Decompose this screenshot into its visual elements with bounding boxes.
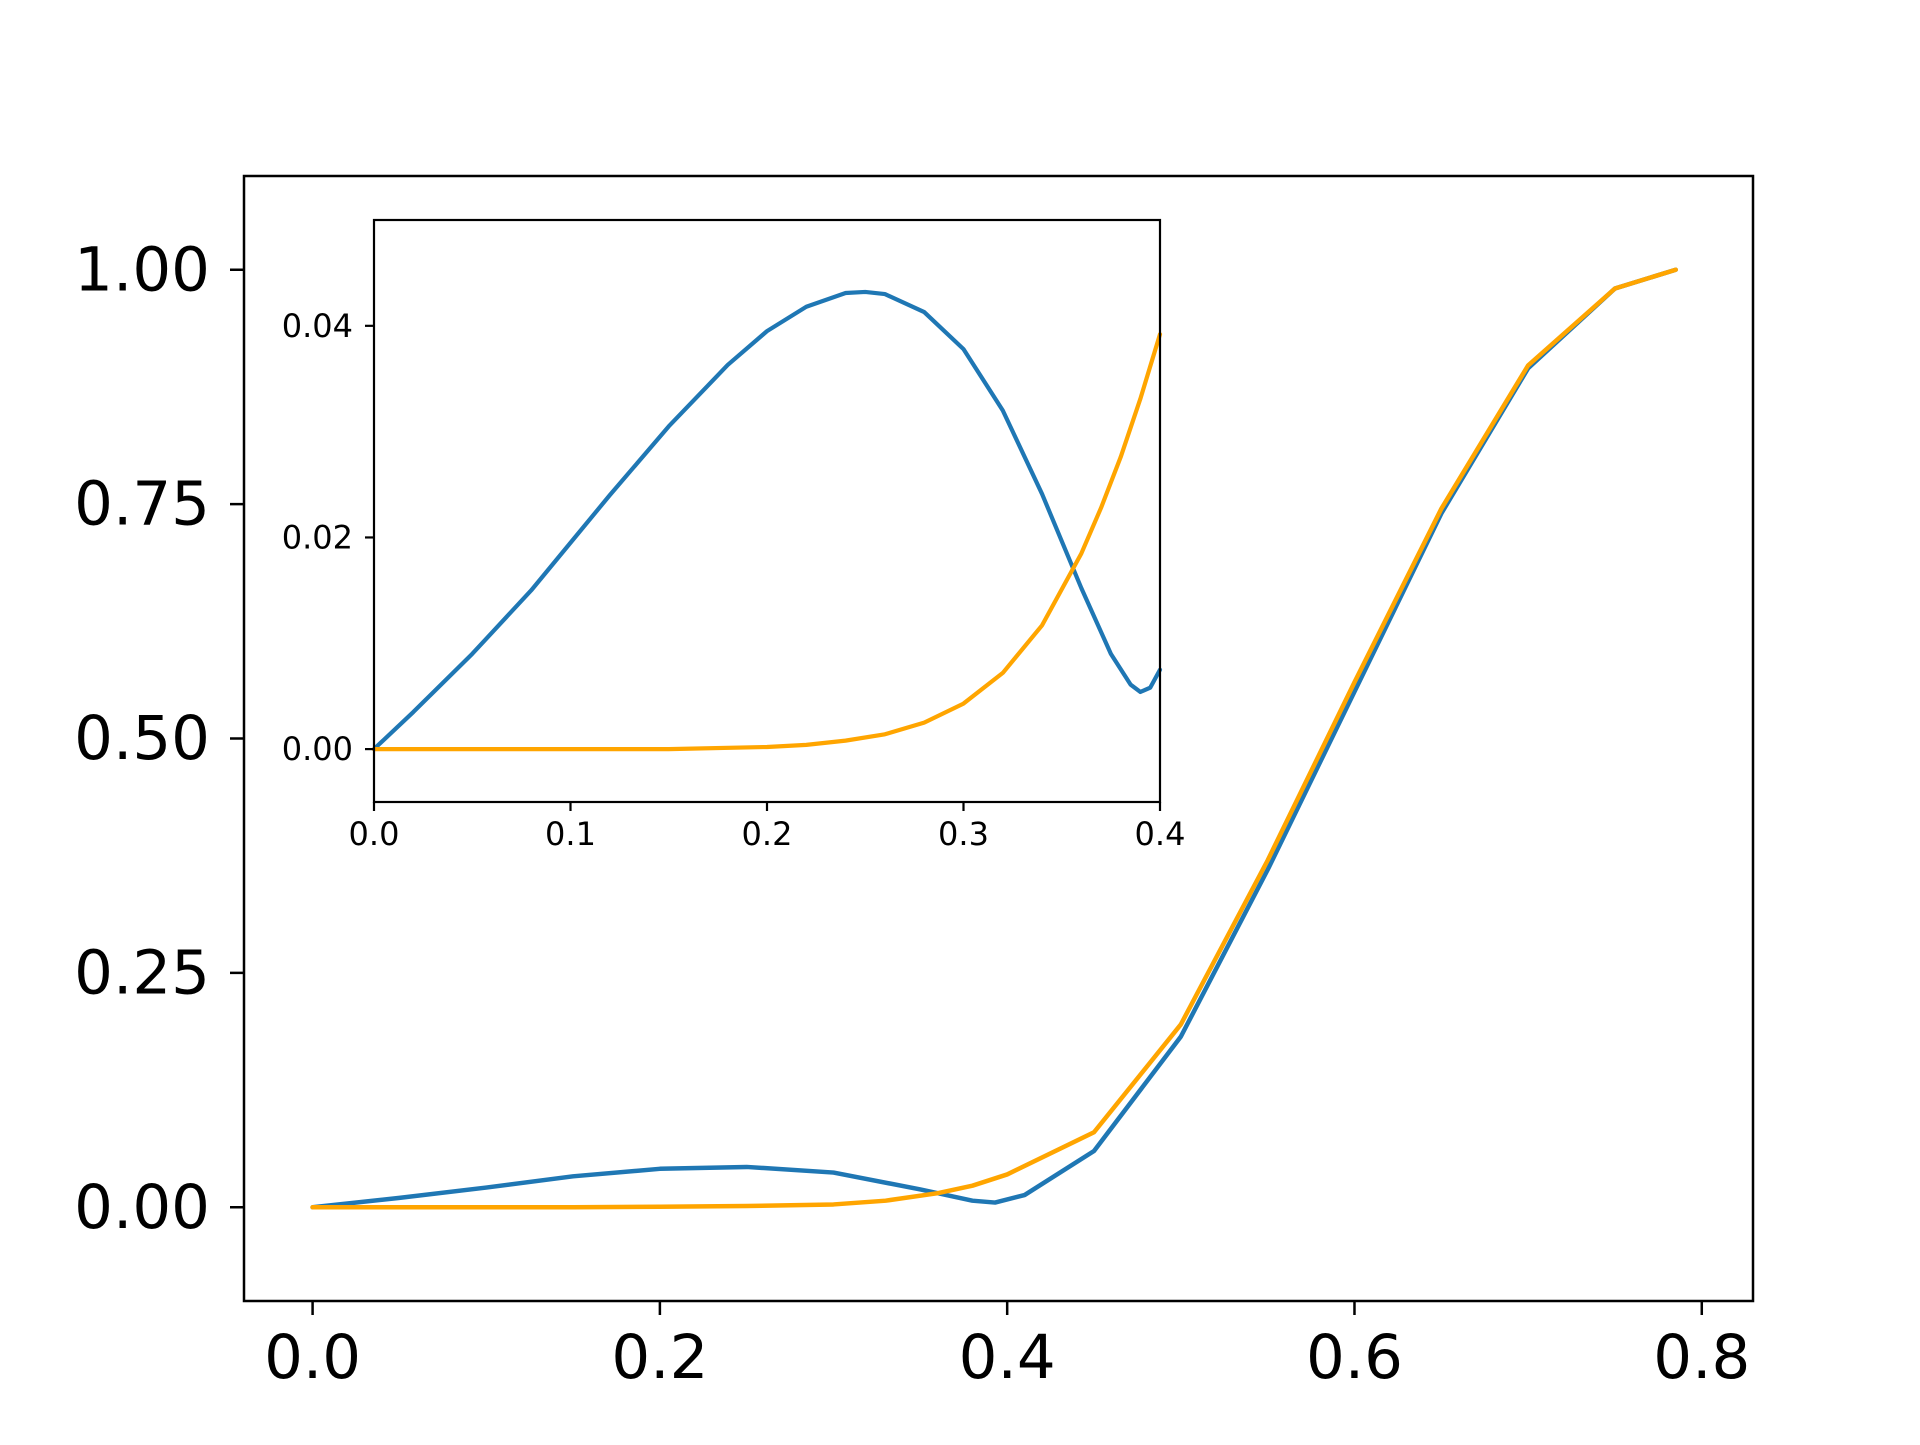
inset-plot-x-tick-label: 0.1 bbox=[545, 815, 596, 853]
main-plot-x-tick-label: 0.2 bbox=[611, 1322, 708, 1393]
main-plot-y-tick-label: 0.75 bbox=[74, 469, 210, 540]
inset-plot-x-tick-label: 0.0 bbox=[349, 815, 400, 853]
main-plot-x-tick-label: 0.4 bbox=[959, 1322, 1056, 1393]
main-plot-x-tick-label: 0.8 bbox=[1653, 1322, 1750, 1393]
main-plot-y-tick-label: 0.50 bbox=[74, 703, 210, 774]
inset-plot-x-tick-label: 0.4 bbox=[1135, 815, 1186, 853]
inset-plot-series-line-0 bbox=[371, 289, 1163, 752]
inset-plot-axes-background bbox=[374, 220, 1160, 802]
main-plot-x-tick-label: 0.0 bbox=[264, 1322, 361, 1393]
inset-plot-y-tick-label: 0.00 bbox=[282, 730, 353, 768]
inset-plot-series-line-1 bbox=[371, 332, 1163, 752]
inset-plot-y-tick-label: 0.02 bbox=[282, 518, 353, 556]
main-plot-y-tick-label: 0.25 bbox=[74, 937, 210, 1008]
inset-plot-x-tick-label: 0.3 bbox=[938, 815, 989, 853]
inset-plot-x-tick-label: 0.2 bbox=[742, 815, 793, 853]
inset-plot: 0.0 0.1 0.2 0.3 0.4 0.00 0.02 0.04 bbox=[282, 218, 1186, 853]
main-plot-y-tick-label: 1.00 bbox=[74, 234, 210, 305]
main-plot-y-tick-label: 0.00 bbox=[74, 1172, 210, 1243]
inset-plot-y-tick-label: 0.04 bbox=[282, 307, 353, 345]
main-plot-x-tick-label: 0.6 bbox=[1306, 1322, 1403, 1393]
main-plot-series-line-1 bbox=[310, 267, 1678, 1210]
